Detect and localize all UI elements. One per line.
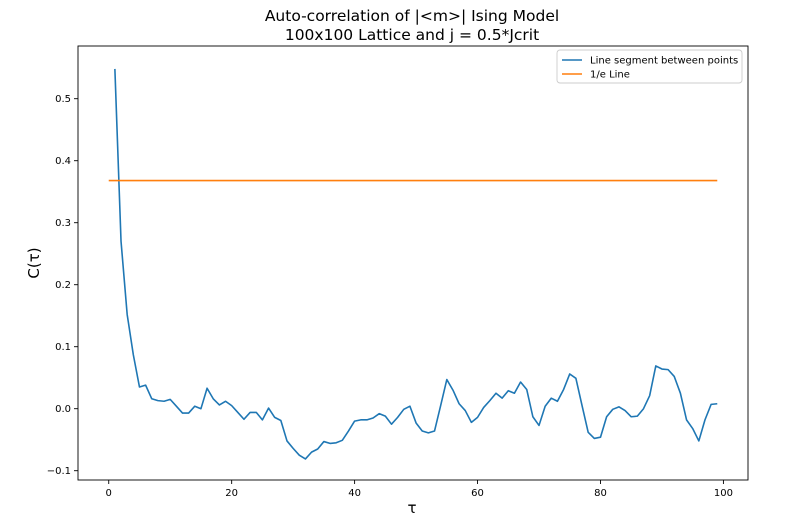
- series-line-segment-between-points: [114, 68, 718, 460]
- legend-label-line-segment: Line segment between points: [590, 56, 738, 67]
- legend-label-1e-line: 1/e Line: [590, 70, 630, 81]
- x-tick-label: 100: [714, 488, 733, 499]
- x-tick-label: 40: [348, 488, 361, 499]
- y-axis-label: C(τ): [25, 247, 43, 278]
- plot-area-frame: [77, 45, 749, 481]
- x-axis-label: τ: [407, 499, 416, 517]
- y-axis-ticks: −0.1 0.0 0.1 0.2 0.3 0.4 0.5: [47, 94, 78, 477]
- legend-box: [556, 49, 743, 84]
- y-tick-label: 0.1: [55, 342, 71, 353]
- chart-subtitle: 100x100 Lattice and j = 0.5*Jcrit: [285, 26, 539, 44]
- legend: Line segment between points 1/e Line: [556, 49, 743, 84]
- x-tick-label: 60: [471, 488, 484, 499]
- chart-title: Auto-correlation of |<m>| Ising Model 10…: [265, 7, 559, 44]
- series-layer: [108, 68, 718, 460]
- y-tick-label: 0.2: [55, 280, 71, 291]
- x-axis-ticks: 0 20 40 60 80 100: [106, 480, 733, 499]
- chart-title-line1: Auto-correlation of |<m>| Ising Model: [265, 7, 559, 25]
- x-tick-label: 20: [225, 488, 238, 499]
- y-tick-label: 0.4: [55, 156, 71, 167]
- y-tick-label: 0.3: [55, 218, 71, 229]
- y-tick-label: 0.0: [55, 404, 71, 415]
- x-tick-label: 0: [106, 488, 112, 499]
- y-tick-label: 0.5: [55, 94, 71, 105]
- x-tick-label: 80: [594, 488, 607, 499]
- y-tick-label: −0.1: [47, 466, 71, 477]
